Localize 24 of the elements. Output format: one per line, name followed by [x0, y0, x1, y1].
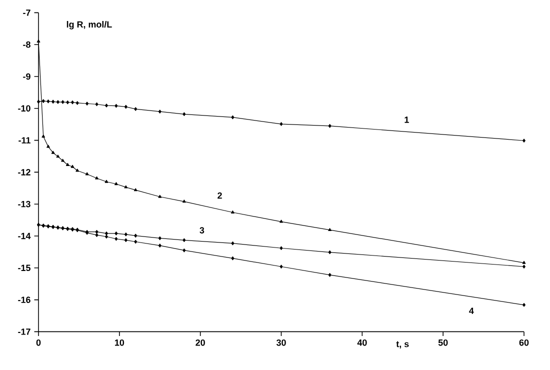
x-tick-label: 10 [115, 339, 124, 346]
series-label: 1 [404, 116, 409, 123]
y-tick-label: -14 [18, 232, 31, 240]
y-tick-label: -9 [23, 73, 30, 80]
x-axis-title: t, s [396, 341, 409, 348]
y-tick-label: -16 [18, 296, 30, 303]
y-axis-title: lg R, mol/L [66, 21, 112, 30]
y-tick-label: -7 [23, 10, 30, 16]
y-tick-label: -12 [18, 169, 30, 176]
x-tick-label: 30 [276, 339, 286, 346]
y-tick-label: -10 [18, 105, 30, 112]
x-tick-label: 20 [196, 339, 205, 346]
y-tick-label: -15 [18, 264, 30, 272]
y-tick-label: -13 [18, 200, 30, 208]
y-tick-label: -11 [18, 137, 30, 144]
x-tick-label: 60 [519, 339, 529, 346]
y-tick-label: -8 [23, 41, 30, 48]
x-tick-label: 40 [357, 339, 367, 346]
y-tick-label: -17 [18, 328, 30, 335]
x-tick-label: 0 [36, 339, 41, 346]
x-tick-label: 50 [438, 339, 448, 346]
series-label: 3 [200, 227, 204, 234]
series-label: 2 [218, 192, 222, 199]
series-label: 4 [469, 308, 474, 314]
